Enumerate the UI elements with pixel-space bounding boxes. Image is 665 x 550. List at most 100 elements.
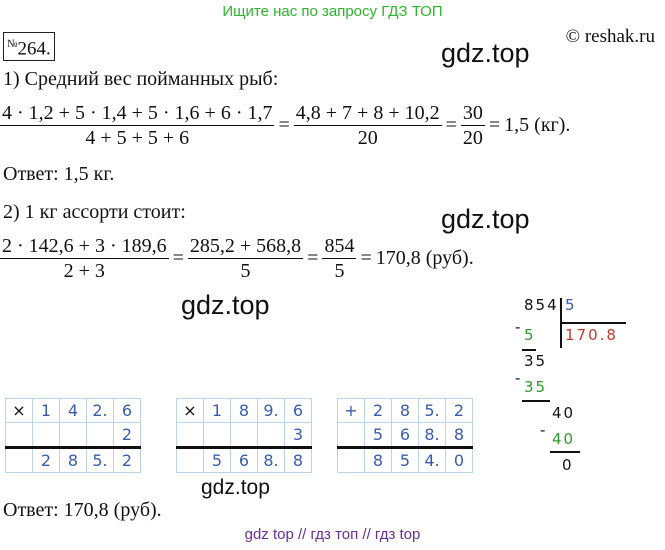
minus-sign: - (515, 369, 523, 387)
number-sign: № (7, 38, 18, 50)
division-step: 0 (562, 456, 574, 474)
division-step: 35 (524, 378, 548, 396)
digit: 5 (203, 446, 231, 473)
digit: 2 (113, 422, 141, 448)
division-step: 40 (552, 430, 576, 448)
part2-equation: 2 · 142,6 + 3 · 189,6 2 + 3 = 285,2 + 56… (0, 234, 474, 283)
cell (5, 446, 33, 473)
denominator: 5 (334, 260, 345, 282)
numerator: 4 · 1,2 + 5 · 1,4 + 5 · 1,6 + 6 · 1,7 (0, 102, 275, 126)
fraction: 4,8 + 7 + 8 + 10,2 20 (293, 101, 442, 150)
digit (59, 422, 87, 448)
part2-heading: 2) 1 кг ассорти стоит: (3, 201, 186, 223)
division-step: 5 (524, 326, 536, 344)
digit: 2 (445, 398, 473, 423)
division-bar-horizontal (562, 322, 626, 324)
digit (86, 422, 114, 448)
digit: 5. (86, 446, 114, 473)
equals-sign: = (172, 247, 184, 269)
division-bar-vertical (560, 298, 562, 348)
dividend: 854 (524, 296, 559, 314)
numerator: 285,2 + 568,8 (187, 235, 304, 259)
problem-number: №264. (3, 32, 55, 62)
digit: 5 (364, 422, 392, 448)
cell (176, 422, 204, 448)
result: 170,8 (руб). (375, 247, 474, 269)
step-line (550, 451, 580, 453)
digit: 4 (59, 398, 87, 423)
watermark: gdz.top (441, 204, 530, 234)
multiplication-table-1: × 1 4 2. 6 2 2 8 5. 2 (5, 398, 141, 473)
cell (5, 422, 33, 448)
fraction: 4 · 1,2 + 5 · 1,4 + 5 · 1,6 + 6 · 1,7 4 … (0, 101, 275, 150)
digit: 6 (230, 446, 258, 473)
digit: 6 (113, 398, 141, 423)
addition-table: + 2 8 5. 2 5 6 8. 8 8 5 4. 0 (337, 398, 473, 473)
digit: 8. (418, 422, 446, 448)
problem-number-value: 264. (17, 38, 51, 60)
digit: 2 (32, 446, 60, 473)
fraction: 285,2 + 568,8 5 (187, 234, 304, 283)
operator: × (176, 398, 204, 423)
watermark: gdz.top (441, 38, 530, 68)
numerator: 4,8 + 7 + 8 + 10,2 (293, 102, 442, 126)
part2-answer: Ответ: 170,8 (руб). (3, 499, 162, 521)
digit: 4. (418, 446, 446, 473)
reshak-credit: © reshak.ru (565, 26, 655, 47)
digit: 3 (284, 422, 312, 448)
quotient: 170.8 (565, 326, 618, 344)
digit: 2 (364, 398, 392, 423)
fraction: 854 5 (322, 234, 357, 283)
numerator: 2 · 142,6 + 3 · 189,6 (0, 235, 169, 259)
operator: + (337, 398, 365, 423)
result: 1,5 (кг). (504, 114, 571, 136)
digit: 6 (391, 422, 419, 448)
denominator: 4 + 5 + 5 + 6 (85, 127, 190, 149)
digit: 9. (257, 398, 285, 423)
digit (230, 422, 258, 448)
division-step: 40 (552, 404, 576, 422)
digit: 8 (230, 398, 258, 423)
minus-sign: - (515, 318, 523, 336)
digit: 2 (113, 446, 141, 473)
digit (32, 422, 60, 448)
cell (337, 422, 365, 448)
step-line (522, 400, 550, 402)
part1-heading: 1) Средний вес пойманных рыб: (3, 68, 279, 90)
digit: 0 (445, 446, 473, 473)
numerator: 30 (460, 102, 485, 126)
long-division: 854 5 170.8 - 5 35 - 35 40 - 40 0 (510, 296, 660, 486)
digit: 8 (284, 446, 312, 473)
digit: 1 (203, 398, 231, 423)
division-step: 35 (524, 352, 548, 370)
denominator: 5 (240, 260, 251, 282)
top-banner[interactable]: Ищите нас по запросу ГДЗ ТОП (222, 3, 443, 20)
footer-links[interactable]: gdz top // гдз топ // гдз top (244, 526, 421, 543)
equals-sign: = (278, 114, 290, 136)
digit: 2. (86, 398, 114, 423)
equals-sign: = (307, 247, 319, 269)
watermark: gdz.top (181, 290, 270, 320)
step-line (522, 349, 536, 351)
digit: 8 (364, 446, 392, 473)
numerator: 854 (322, 235, 357, 259)
digit: 6 (284, 398, 312, 423)
equals-sign: = (488, 114, 501, 136)
operator: × (5, 398, 33, 423)
digit (257, 422, 285, 448)
digit: 5 (391, 446, 419, 473)
denominator: 20 (462, 127, 483, 149)
digit: 8 (445, 422, 473, 448)
digit: 8 (59, 446, 87, 473)
digit (203, 422, 231, 448)
minus-sign: - (540, 421, 548, 439)
multiplication-table-2: × 1 8 9. 6 3 5 6 8. 8 (176, 398, 312, 473)
denominator: 20 (357, 127, 378, 149)
cell (176, 446, 204, 473)
divisor: 5 (565, 296, 577, 314)
equals-sign: = (445, 114, 457, 136)
denominator: 2 + 3 (63, 260, 105, 282)
fraction: 30 20 (460, 101, 485, 150)
part1-equation: 4 · 1,2 + 5 · 1,4 + 5 · 1,6 + 6 · 1,7 4 … (0, 101, 570, 150)
watermark: gdz.top (201, 476, 270, 499)
